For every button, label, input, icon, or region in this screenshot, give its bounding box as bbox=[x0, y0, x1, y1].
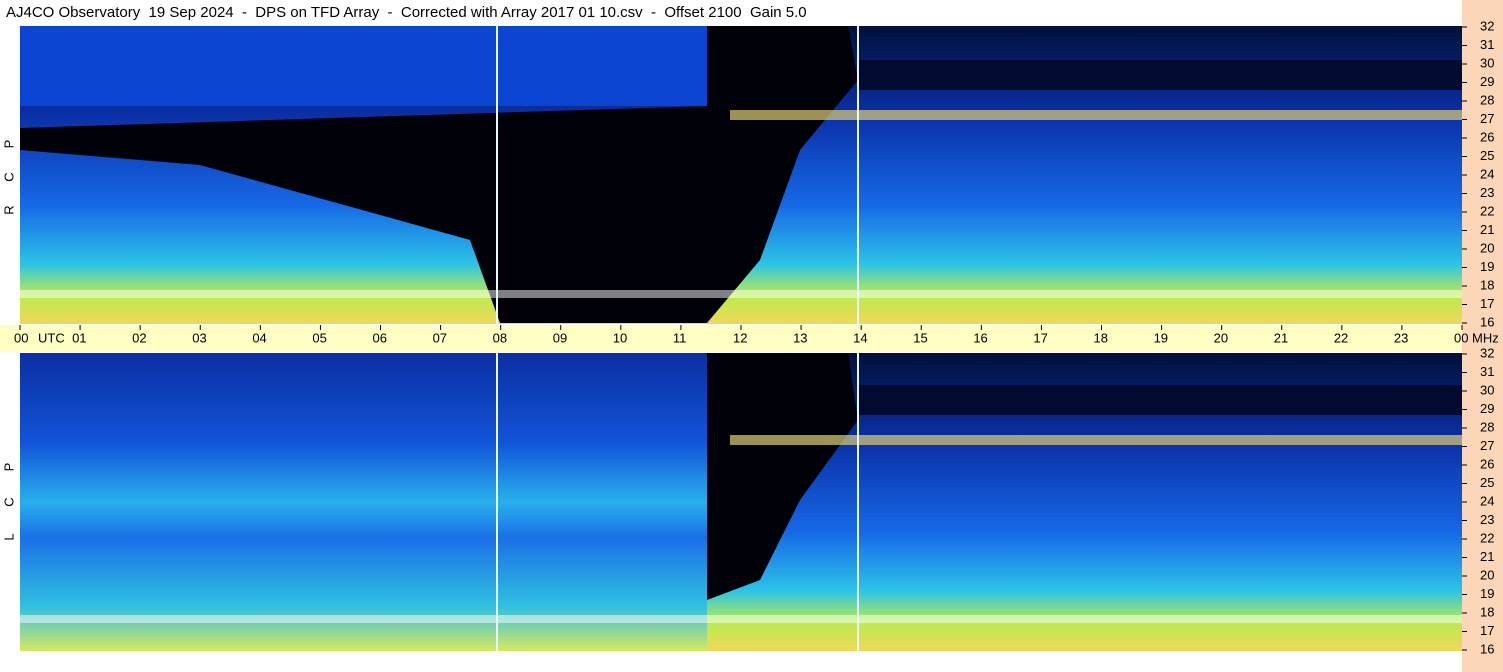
y-tick-label: 31 bbox=[1480, 364, 1494, 379]
y-tick-label: 16 bbox=[1480, 641, 1494, 656]
x-tick-label: 16 bbox=[973, 330, 987, 345]
y-tick-label: 25 bbox=[1480, 148, 1494, 163]
spectrum bbox=[20, 353, 707, 651]
y-tick-label: 19 bbox=[1480, 259, 1494, 274]
y-tick-label: 25 bbox=[1480, 475, 1494, 490]
y-tick-label: 21 bbox=[1480, 549, 1494, 564]
x-tick-label: 10 bbox=[613, 330, 627, 345]
spectrum bbox=[20, 26, 707, 106]
chart-title: AJ4CO Observatory 19 Sep 2024 - DPS on T… bbox=[6, 4, 807, 21]
x-tick-label: 23 bbox=[1394, 330, 1408, 345]
y-tick-label: 24 bbox=[1480, 493, 1494, 508]
y-tick-label: 24 bbox=[1480, 166, 1494, 181]
spectrum-band bbox=[730, 435, 1462, 445]
x-tick-label: 06 bbox=[373, 330, 387, 345]
lcp-panel bbox=[20, 353, 1462, 651]
y-tick-label: 32 bbox=[1480, 18, 1494, 33]
x-tick-label: 13 bbox=[793, 330, 807, 345]
x-tick-label: 11 bbox=[673, 330, 687, 345]
panel-label: P bbox=[1, 463, 16, 472]
x-tick-label: 17 bbox=[1033, 330, 1047, 345]
y-tick-label: 21 bbox=[1480, 222, 1494, 237]
y-tick-label: 16 bbox=[1480, 314, 1494, 329]
y-tick-label: 19 bbox=[1480, 586, 1494, 601]
x-unit: UTC bbox=[38, 330, 65, 345]
y-tick-label: 18 bbox=[1480, 604, 1494, 619]
x-tick-label: 00 bbox=[1454, 330, 1468, 345]
x-tick-label: 03 bbox=[192, 330, 206, 345]
spectrum-dark bbox=[858, 385, 1462, 415]
y-tick-label: 31 bbox=[1480, 37, 1494, 52]
x-tick-label: 18 bbox=[1094, 330, 1108, 345]
y-tick-label: 22 bbox=[1480, 530, 1494, 545]
spectrum-dark bbox=[20, 26, 858, 323]
x-tick-label: 02 bbox=[132, 330, 146, 345]
y-tick-label: 18 bbox=[1480, 277, 1494, 292]
y-tick-label: 32 bbox=[1480, 345, 1494, 360]
y-tick-label: 30 bbox=[1480, 55, 1494, 70]
panel-label: L bbox=[1, 533, 16, 540]
x-tick-label: 09 bbox=[553, 330, 567, 345]
y-tick-label: 22 bbox=[1480, 203, 1494, 218]
panel-label: C bbox=[1, 172, 16, 181]
y-tick-label: 27 bbox=[1480, 111, 1494, 126]
spectrum-band bbox=[20, 615, 1462, 623]
y-tick-label: 17 bbox=[1480, 296, 1494, 311]
time-axis-bar bbox=[0, 325, 1462, 352]
panel-label: R bbox=[1, 205, 16, 214]
y-tick-label: 17 bbox=[1480, 623, 1494, 638]
x-tick-label: 07 bbox=[433, 330, 447, 345]
panel-label: C bbox=[1, 497, 16, 506]
y-tick-label: 26 bbox=[1480, 129, 1494, 144]
x-tick-label: 08 bbox=[493, 330, 507, 345]
spectrum-band bbox=[20, 290, 1462, 298]
x-tick-label: 22 bbox=[1334, 330, 1348, 345]
y-tick-label: 29 bbox=[1480, 74, 1494, 89]
y-unit: MHz bbox=[1472, 330, 1499, 345]
x-tick-label: 12 bbox=[733, 330, 747, 345]
spectrum-dark bbox=[858, 60, 1462, 90]
y-tick-label: 30 bbox=[1480, 382, 1494, 397]
x-tick-label: 19 bbox=[1154, 330, 1168, 345]
x-tick-label: 04 bbox=[252, 330, 266, 345]
spectrum-band bbox=[730, 110, 1462, 120]
x-tick-label: 01 bbox=[72, 330, 86, 345]
y-tick-label: 28 bbox=[1480, 92, 1494, 107]
panel-label: P bbox=[1, 140, 16, 149]
x-tick-label: 14 bbox=[853, 330, 867, 345]
y-tick-label: 28 bbox=[1480, 419, 1494, 434]
y-tick-label: 26 bbox=[1480, 456, 1494, 471]
axis-strip bbox=[1462, 0, 1503, 672]
x-tick-label: 00 bbox=[14, 330, 28, 345]
x-tick-label: 21 bbox=[1274, 330, 1288, 345]
rcp-panel bbox=[20, 26, 1462, 324]
y-tick-label: 20 bbox=[1480, 567, 1494, 582]
y-tick-label: 27 bbox=[1480, 438, 1494, 453]
y-tick-label: 23 bbox=[1480, 185, 1494, 200]
x-tick-label: 15 bbox=[913, 330, 927, 345]
spectrum-dark bbox=[707, 353, 858, 600]
y-tick-label: 23 bbox=[1480, 512, 1494, 527]
x-tick-label: 05 bbox=[312, 330, 326, 345]
y-tick-label: 29 bbox=[1480, 401, 1494, 416]
x-tick-label: 20 bbox=[1214, 330, 1228, 345]
y-tick-label: 20 bbox=[1480, 240, 1494, 255]
